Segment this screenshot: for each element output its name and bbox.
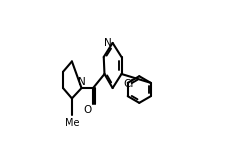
Text: N: N — [78, 77, 86, 87]
Text: N: N — [104, 38, 112, 48]
Text: Me: Me — [65, 118, 79, 128]
Text: O: O — [84, 105, 92, 115]
Text: Cl: Cl — [123, 78, 134, 89]
